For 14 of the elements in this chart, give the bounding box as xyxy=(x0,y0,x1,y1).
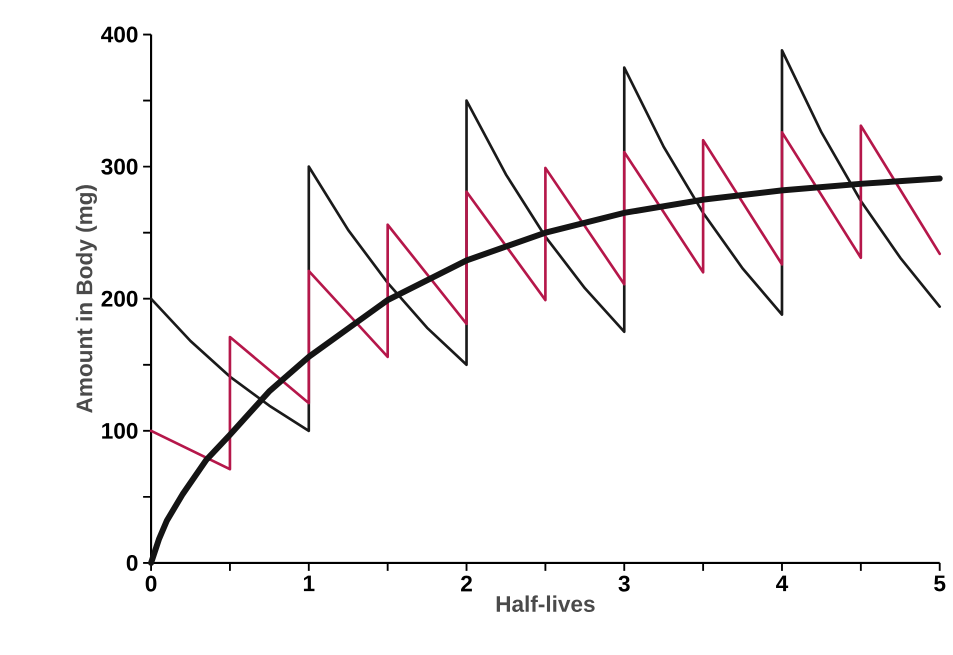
x-tick-label: 1 xyxy=(304,576,314,592)
y-tick-label: 100 xyxy=(102,423,138,440)
x-tick-label: 5 xyxy=(934,576,946,592)
x-tick-label: 3 xyxy=(618,576,630,592)
line-series xyxy=(150,124,942,471)
y-tick-label: 300 xyxy=(101,158,138,175)
x-tick-label: 0 xyxy=(146,576,156,592)
x-tick-label: 2 xyxy=(461,576,472,592)
x-axis-title: Half-lives xyxy=(496,596,595,612)
y-axis-title: Amount in Body (mg) xyxy=(76,185,97,414)
y-tick-label: 0 xyxy=(126,555,138,572)
x-tick-label: 4 xyxy=(776,576,788,592)
y-tick-label: 200 xyxy=(102,290,138,307)
y-tick-label: 400 xyxy=(101,26,138,43)
